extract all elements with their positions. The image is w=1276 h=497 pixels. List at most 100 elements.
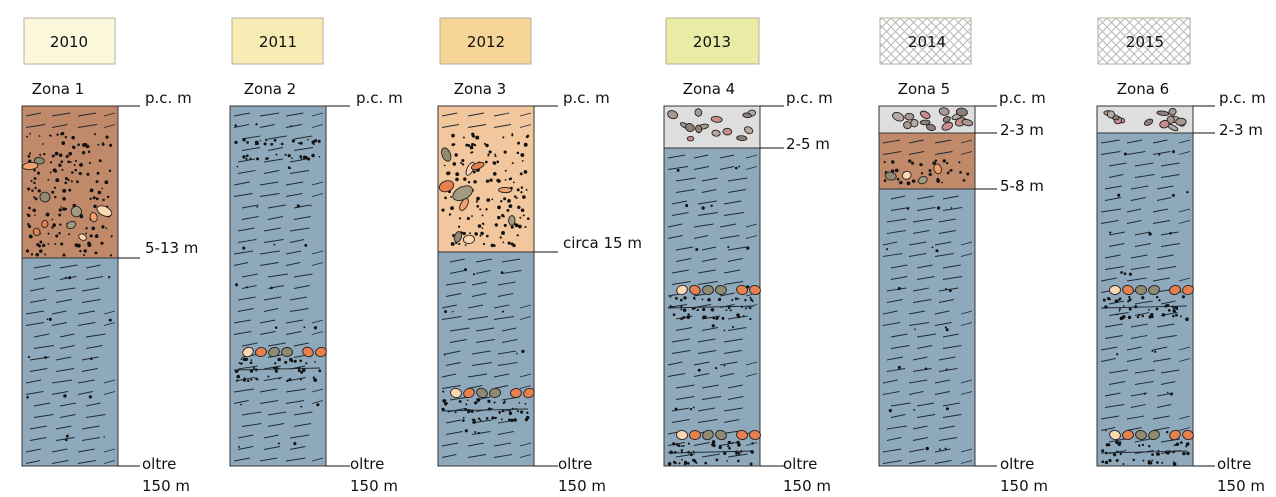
- gravel-dot: [47, 243, 50, 245]
- gravel-dot: [93, 133, 97, 136]
- gravel-dot: [689, 407, 693, 411]
- gravel-dot: [286, 379, 289, 383]
- clay-dash: [449, 258, 465, 263]
- gravel-dot: [67, 160, 70, 164]
- gravel-dot: [1182, 451, 1186, 456]
- clay-dash: [263, 239, 284, 243]
- clay-dash: [916, 207, 936, 211]
- pebble: [459, 198, 469, 211]
- gravel-dot: [491, 416, 495, 420]
- clay-dash: [289, 158, 307, 163]
- clay-dash: [908, 460, 926, 464]
- pebble: [1156, 110, 1170, 116]
- clay-dash: [25, 124, 46, 128]
- clay-dash: [25, 448, 41, 453]
- clay-dash: [519, 124, 532, 128]
- gravel-dot: [1172, 150, 1175, 154]
- gravel-dot: [1123, 152, 1127, 156]
- clay-dash: [285, 331, 302, 335]
- clay-dash: [1152, 277, 1171, 282]
- gravel-dot: [318, 156, 321, 158]
- gravel-dot: [42, 243, 46, 248]
- clay-dash: [1178, 346, 1191, 351]
- clay-dash: [1100, 427, 1116, 431]
- pebble: [438, 180, 455, 193]
- gravel-dot: [883, 161, 886, 164]
- gravel-dot: [28, 206, 31, 210]
- clay-dash: [693, 373, 710, 377]
- gravel-dot: [274, 326, 278, 329]
- bottom-label-2a: oltre: [350, 455, 384, 473]
- gravel-dot: [318, 369, 322, 373]
- gravel-dot: [1141, 443, 1145, 447]
- gravel-dot: [525, 135, 529, 139]
- clay-dash: [890, 264, 908, 269]
- gravel-dot: [246, 141, 249, 144]
- gravel-dot: [79, 249, 82, 253]
- clay-dash: [55, 437, 75, 441]
- clay-dash: [293, 273, 313, 278]
- clay-dash: [237, 170, 256, 174]
- clay-dash: [445, 350, 461, 355]
- clay-dash: [934, 460, 952, 464]
- gravel-dot: [520, 191, 523, 194]
- gravel-dot: [252, 367, 256, 370]
- gravel-dot: [906, 207, 910, 210]
- gravel-dot: [450, 242, 455, 246]
- gravel-dot: [481, 227, 484, 230]
- gravel-dot: [715, 458, 719, 462]
- clay-dash: [475, 327, 495, 332]
- gravel-dot: [26, 135, 29, 138]
- clay-dash: [723, 200, 742, 205]
- pebble: [684, 123, 695, 133]
- clay-dash: [882, 310, 898, 315]
- gravel-dot: [723, 364, 726, 367]
- gravel-dot: [87, 243, 92, 247]
- gravel-dot: [474, 232, 478, 236]
- clay-dash: [493, 454, 513, 458]
- gravel-dot: [751, 300, 754, 303]
- top-label-5: p.c. m: [999, 89, 1046, 107]
- gravel-dot: [249, 157, 252, 160]
- gravel-dot: [250, 378, 253, 381]
- gravel-dot: [29, 133, 32, 135]
- gravel-dot: [64, 181, 68, 185]
- pebble: [1182, 429, 1194, 441]
- gravel-dot: [942, 159, 946, 163]
- clay-dash: [445, 362, 461, 366]
- clay-dash: [59, 333, 75, 338]
- clay-dash: [1104, 392, 1121, 397]
- gravel-dot: [712, 316, 716, 320]
- year-label-2015: 2015: [1126, 33, 1164, 51]
- clay-dash: [701, 246, 717, 251]
- gravel-dot: [944, 447, 947, 450]
- gravel-dot: [37, 171, 41, 175]
- clay-dash: [1152, 151, 1171, 155]
- clay-dash: [693, 223, 714, 228]
- pebble: [1159, 119, 1170, 129]
- gravel-dot: [238, 445, 240, 448]
- gravel-dot: [508, 204, 513, 208]
- clay-dash: [501, 270, 522, 274]
- gravel-dot: [938, 448, 941, 451]
- clay-dash: [942, 333, 959, 338]
- clay-dash: [942, 276, 963, 280]
- clay-dash: [285, 112, 304, 117]
- clay-dash: [1104, 254, 1121, 259]
- clay-dash: [293, 423, 312, 427]
- clay-dash: [77, 322, 96, 326]
- gravel-dot: [712, 443, 716, 448]
- gravel-dot: [244, 357, 248, 362]
- pebble: [22, 161, 39, 171]
- gravel-dot: [669, 450, 673, 455]
- lens-line: [1100, 305, 1188, 309]
- clay-dash: [1160, 162, 1180, 167]
- gravel-dot: [1172, 309, 1176, 312]
- clay-dash: [51, 460, 69, 464]
- gravel-dot: [284, 360, 288, 364]
- gravel-dot: [749, 296, 752, 299]
- pebble: [904, 112, 915, 121]
- gravel-dot: [899, 180, 903, 185]
- clay-dash: [1100, 346, 1118, 351]
- clay-dash: [723, 407, 743, 412]
